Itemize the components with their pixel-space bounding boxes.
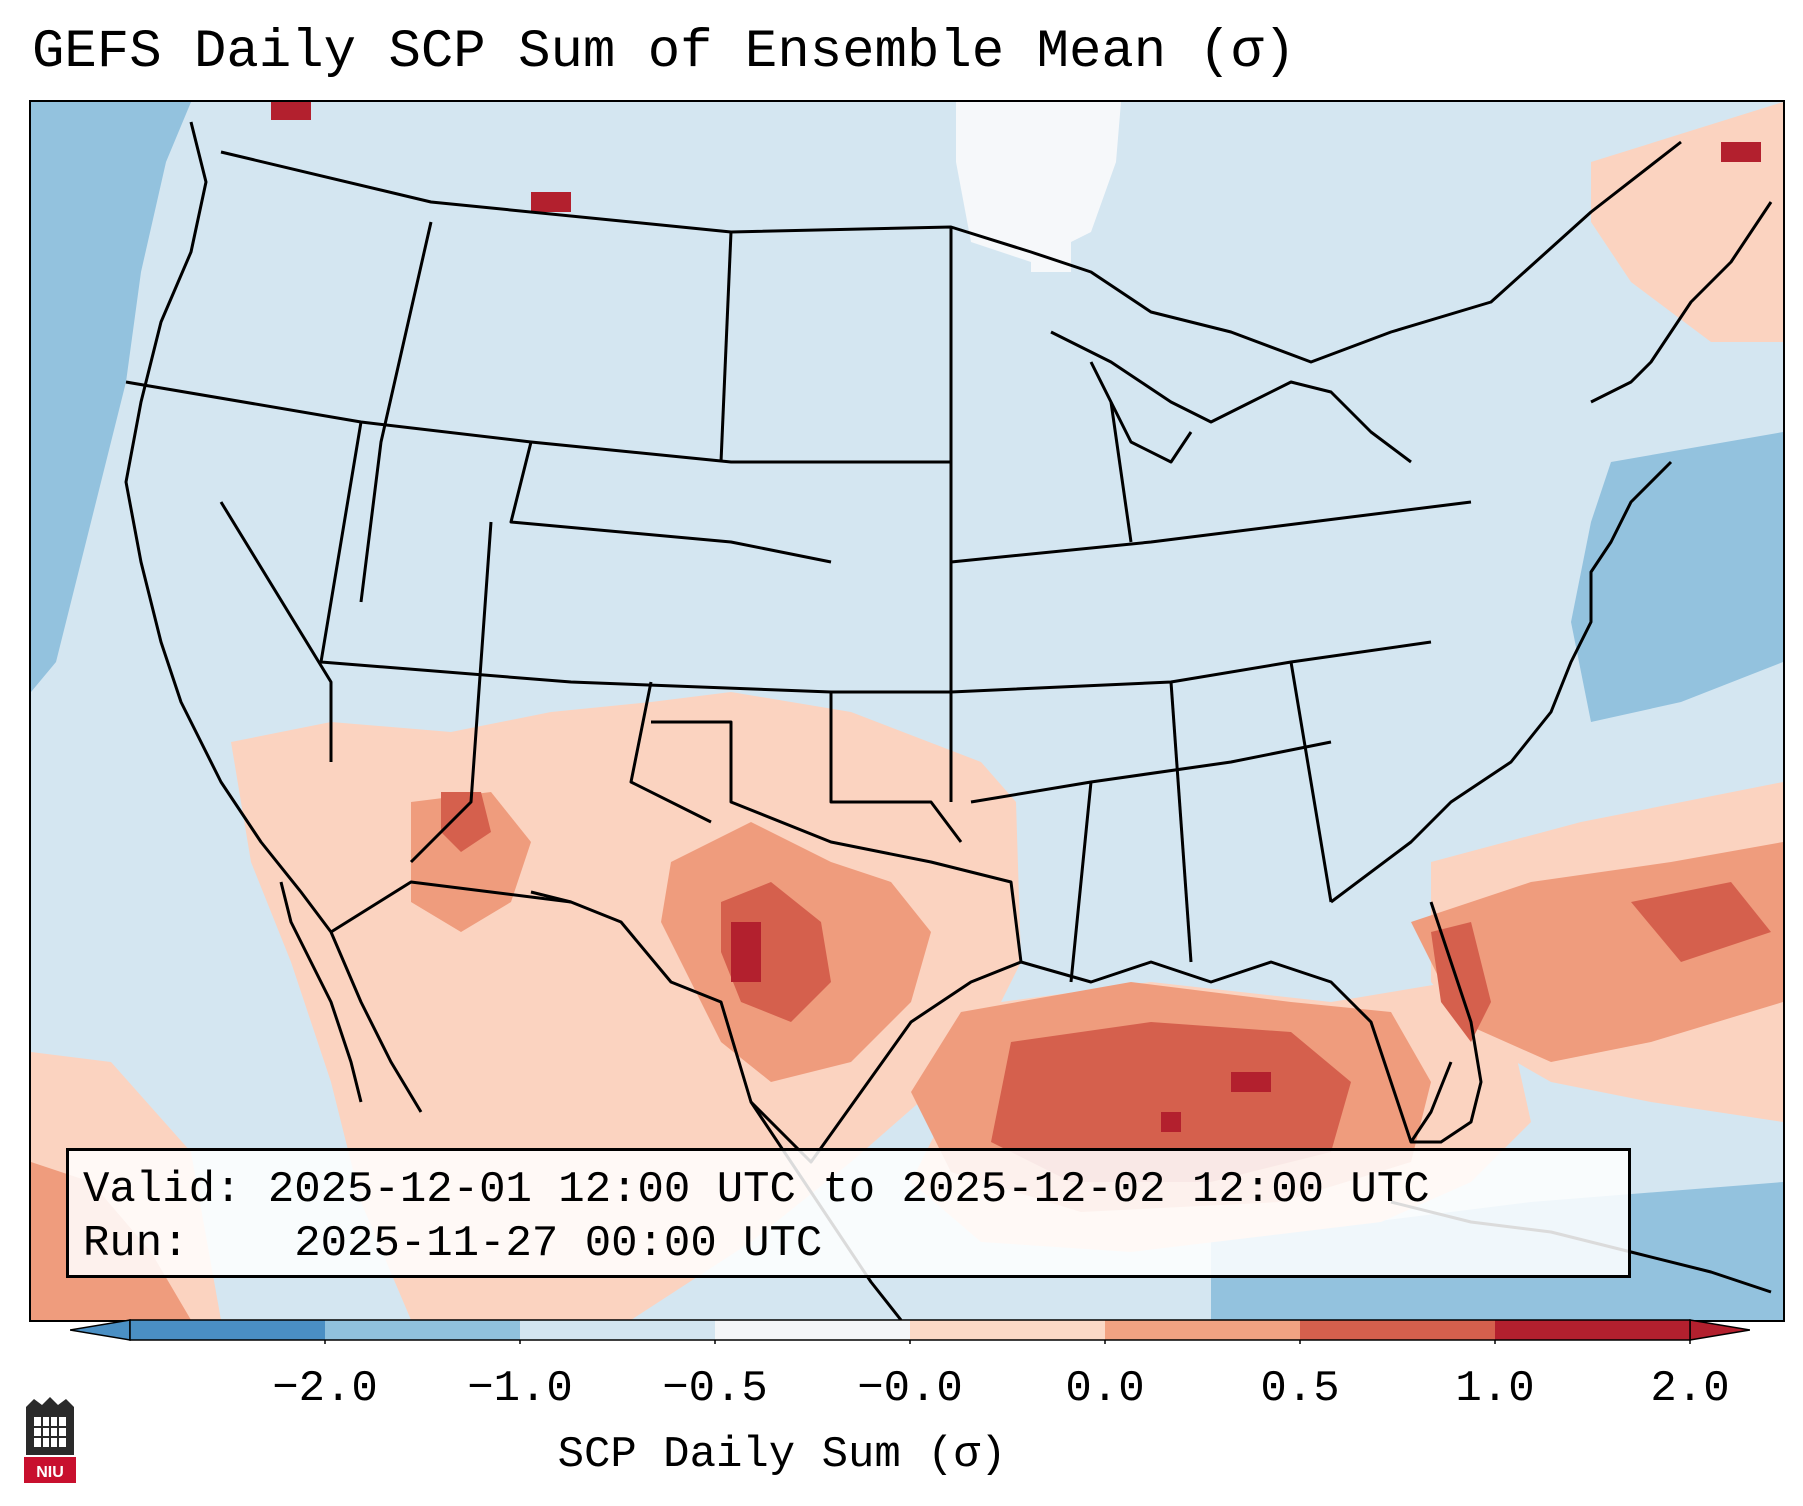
state-line	[629, 681, 712, 824]
state-line	[1069, 781, 1093, 983]
state-line	[1289, 661, 1333, 903]
logo-text: NIU	[36, 1464, 64, 1481]
state-line	[219, 501, 333, 762]
state-line	[970, 740, 1332, 804]
mexico-border	[330, 880, 572, 934]
run-value: 2025-11-27 00:00 UTC	[294, 1219, 823, 1269]
valid-label: Valid:	[83, 1165, 242, 1215]
state-line	[359, 221, 433, 603]
colorbar-segment	[520, 1320, 716, 1340]
state-line	[950, 500, 1472, 564]
colorbar-tick: 2.0	[1650, 1364, 1730, 1414]
colorbar-segment	[325, 1320, 521, 1340]
colorbar-tick: −1.0	[467, 1364, 573, 1414]
colorbar-extend-low	[70, 1319, 131, 1341]
extreme-positive-cells	[271, 102, 1761, 1132]
colorbar-tick: 0.0	[1065, 1364, 1145, 1414]
florida-strong-positive	[1431, 922, 1491, 1042]
state-line	[1109, 401, 1133, 543]
state-line	[319, 421, 951, 694]
atlantic-strong-positive	[1631, 882, 1771, 962]
colorbar-extend-high	[1689, 1319, 1750, 1341]
texas-border	[530, 720, 1023, 1164]
field-background	[31, 102, 1783, 1320]
state-line	[409, 521, 493, 864]
colorbar-segment	[1300, 1320, 1496, 1340]
neutral-areas	[956, 102, 1121, 272]
strong-positive-areas	[441, 792, 1771, 1182]
manitoba-neutral-cell	[1031, 232, 1071, 272]
chart-title: GEFS Daily SCP Sum of Ensemble Mean (σ)	[32, 22, 1296, 83]
colorbar-tick: 1.0	[1455, 1364, 1535, 1414]
colorbar-tick: −0.5	[662, 1364, 768, 1414]
extreme-cell	[531, 192, 571, 212]
niu-logo: NIU	[24, 1397, 76, 1483]
extreme-cell	[1721, 142, 1761, 162]
colorbar-tick: −0.0	[857, 1364, 963, 1414]
colorbar-segment	[130, 1320, 326, 1340]
run-label: Run:	[83, 1219, 189, 1269]
state-line	[1169, 681, 1193, 963]
state-line	[829, 692, 963, 843]
texas-strong-positive	[721, 882, 831, 1022]
negative-anomaly-areas	[31, 102, 1783, 1320]
extreme-cell	[731, 922, 761, 982]
map-svg	[31, 102, 1783, 1320]
colorbar-label: SCP Daily Sum (σ)	[557, 1430, 1007, 1480]
colorbar-segment	[715, 1320, 911, 1340]
new-england	[1590, 201, 1773, 404]
east-coast	[1330, 460, 1673, 904]
extreme-cell	[1161, 1112, 1181, 1132]
colorbar	[70, 1319, 1750, 1344]
pacific-negative-area	[31, 102, 191, 692]
baja-peninsula	[279, 881, 363, 1103]
state-line	[950, 640, 1432, 694]
extreme-cell	[271, 102, 311, 120]
valid-value: 2025-12-01 12:00 UTC to 2025-12-02 12:00…	[267, 1165, 1430, 1215]
atlantic-negative-area	[1571, 432, 1783, 722]
colorbar-tick: 0.5	[1260, 1364, 1340, 1414]
colorbar-segment	[910, 1320, 1106, 1340]
colorbar-segment	[1105, 1320, 1301, 1340]
great-lakes	[1050, 330, 1412, 464]
state-line	[509, 441, 832, 564]
arizona-strong-positive	[441, 792, 491, 852]
gulf-strong-positive	[991, 1022, 1351, 1182]
valid-run-info-box: Valid: 2025-12-01 12:00 UTC to 2025-12-0…	[66, 1148, 1631, 1278]
colorbar-tick: −2.0	[272, 1364, 378, 1414]
dakota-neutral-area	[956, 102, 1121, 262]
political-borders	[124, 121, 1773, 1320]
coastline-west	[124, 121, 423, 1113]
extreme-cell	[1231, 1072, 1271, 1092]
map-panel	[29, 100, 1785, 1322]
great-lakes	[1089, 361, 1193, 464]
gulf-coast	[1020, 960, 1453, 1144]
colorbar-segment	[1495, 1320, 1691, 1340]
state-line	[719, 231, 733, 463]
florida-peninsula	[1411, 901, 1483, 1144]
